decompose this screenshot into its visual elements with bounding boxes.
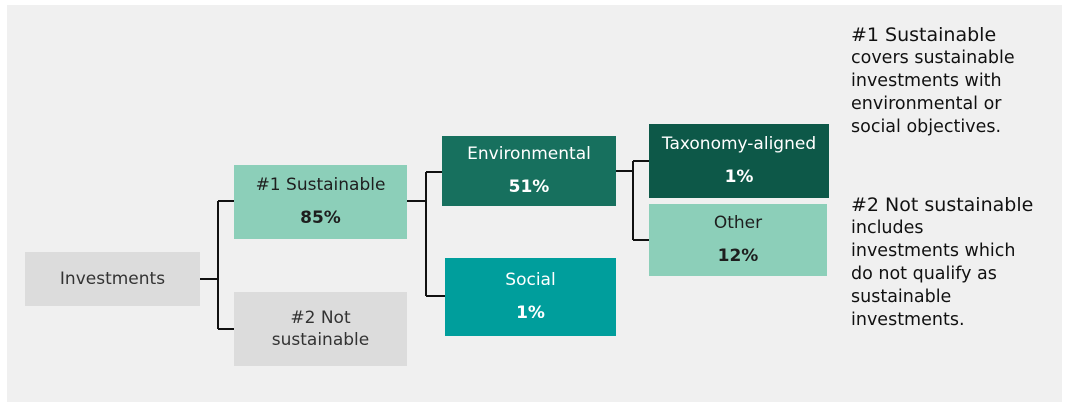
not-sustainable-box: #2 Not sustainable bbox=[234, 292, 407, 366]
social-value: 1% bbox=[516, 303, 545, 323]
investments-label: Investments bbox=[59, 268, 166, 289]
environmental-label: Environmental bbox=[467, 144, 591, 165]
sustainable-label: #1 Sustainable bbox=[255, 175, 386, 196]
legend-sustainable: #1 Sustainable covers sustainable invest… bbox=[851, 24, 1066, 139]
social-box: Social 1% bbox=[445, 258, 616, 336]
legend-not-sustainable-title: #2 Not sustainable bbox=[851, 194, 1034, 216]
environmental-value: 51% bbox=[508, 177, 550, 197]
connector-environmental bbox=[616, 160, 649, 241]
not-sustainable-label: #2 Not sustainable bbox=[271, 307, 370, 350]
legend-not-sustainable: #2 Not sustainable includes investments … bbox=[851, 194, 1066, 332]
social-label: Social bbox=[505, 270, 556, 291]
legend-not-sustainable-text: includes investments which do not qualif… bbox=[851, 218, 1016, 330]
taxonomy-aligned-value: 1% bbox=[724, 167, 754, 187]
legend-sustainable-text: covers sustainable investments with envi… bbox=[851, 48, 1015, 137]
legend-sustainable-title: #1 Sustainable bbox=[851, 24, 997, 46]
environmental-box: Environmental 51% bbox=[442, 136, 616, 206]
sustainable-box: #1 Sustainable 85% bbox=[234, 165, 407, 239]
connector-sustainable bbox=[407, 171, 445, 297]
other-box: Other 12% bbox=[649, 204, 827, 276]
connector-root bbox=[200, 200, 234, 330]
sustainable-value: 85% bbox=[300, 208, 341, 228]
taxonomy-aligned-label: Taxonomy-aligned bbox=[661, 134, 817, 155]
taxonomy-aligned-box: Taxonomy-aligned 1% bbox=[649, 124, 829, 198]
other-label: Other bbox=[713, 213, 763, 234]
other-value: 12% bbox=[717, 246, 759, 266]
investments-box: Investments bbox=[25, 252, 200, 306]
